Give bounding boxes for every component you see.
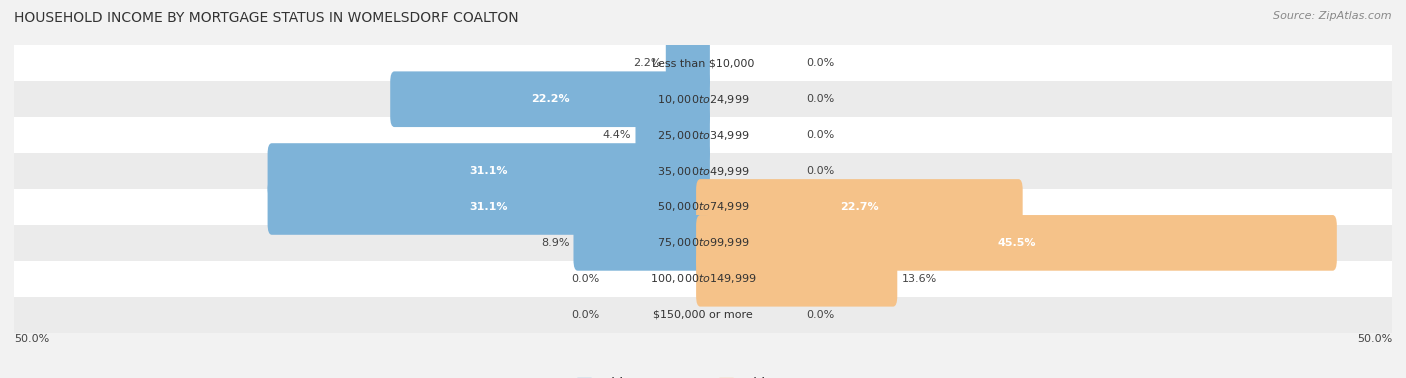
Text: 50.0%: 50.0%	[1357, 335, 1392, 344]
Legend: Without Mortgage, With Mortgage: Without Mortgage, With Mortgage	[576, 377, 830, 378]
Text: $75,000 to $99,999: $75,000 to $99,999	[657, 236, 749, 249]
FancyBboxPatch shape	[696, 251, 897, 307]
Bar	[14, 189, 1392, 225]
Text: $100,000 to $149,999: $100,000 to $149,999	[650, 272, 756, 285]
Text: 0.0%: 0.0%	[571, 310, 599, 320]
Bar	[14, 45, 1392, 81]
Text: $35,000 to $49,999: $35,000 to $49,999	[657, 164, 749, 178]
Text: 45.5%: 45.5%	[997, 238, 1036, 248]
Bar	[14, 117, 1392, 153]
Text: $25,000 to $34,999: $25,000 to $34,999	[657, 129, 749, 142]
Text: 0.0%: 0.0%	[807, 310, 835, 320]
Text: 0.0%: 0.0%	[807, 130, 835, 140]
Text: $10,000 to $24,999: $10,000 to $24,999	[657, 93, 749, 106]
FancyBboxPatch shape	[636, 107, 710, 163]
Text: 0.0%: 0.0%	[571, 274, 599, 284]
FancyBboxPatch shape	[267, 179, 710, 235]
Text: Less than $10,000: Less than $10,000	[652, 58, 754, 68]
Bar	[14, 297, 1392, 333]
Text: $150,000 or more: $150,000 or more	[654, 310, 752, 320]
Text: $50,000 to $74,999: $50,000 to $74,999	[657, 200, 749, 214]
FancyBboxPatch shape	[666, 36, 710, 91]
FancyBboxPatch shape	[696, 215, 1337, 271]
FancyBboxPatch shape	[267, 143, 710, 199]
FancyBboxPatch shape	[391, 71, 710, 127]
Text: 22.7%: 22.7%	[839, 202, 879, 212]
Text: 50.0%: 50.0%	[14, 335, 49, 344]
Text: 13.6%: 13.6%	[901, 274, 936, 284]
Text: 0.0%: 0.0%	[807, 94, 835, 104]
FancyBboxPatch shape	[574, 215, 710, 271]
Bar	[14, 261, 1392, 297]
Text: 0.0%: 0.0%	[807, 58, 835, 68]
FancyBboxPatch shape	[696, 179, 1022, 235]
Bar	[14, 225, 1392, 261]
Bar	[14, 153, 1392, 189]
Text: 31.1%: 31.1%	[470, 202, 508, 212]
Text: 22.2%: 22.2%	[530, 94, 569, 104]
Text: 2.2%: 2.2%	[633, 58, 662, 68]
Text: 0.0%: 0.0%	[807, 166, 835, 176]
Text: HOUSEHOLD INCOME BY MORTGAGE STATUS IN WOMELSDORF COALTON: HOUSEHOLD INCOME BY MORTGAGE STATUS IN W…	[14, 11, 519, 25]
Text: 8.9%: 8.9%	[541, 238, 569, 248]
Text: 4.4%: 4.4%	[603, 130, 631, 140]
Text: 31.1%: 31.1%	[470, 166, 508, 176]
Text: Source: ZipAtlas.com: Source: ZipAtlas.com	[1274, 11, 1392, 21]
Bar	[14, 81, 1392, 117]
